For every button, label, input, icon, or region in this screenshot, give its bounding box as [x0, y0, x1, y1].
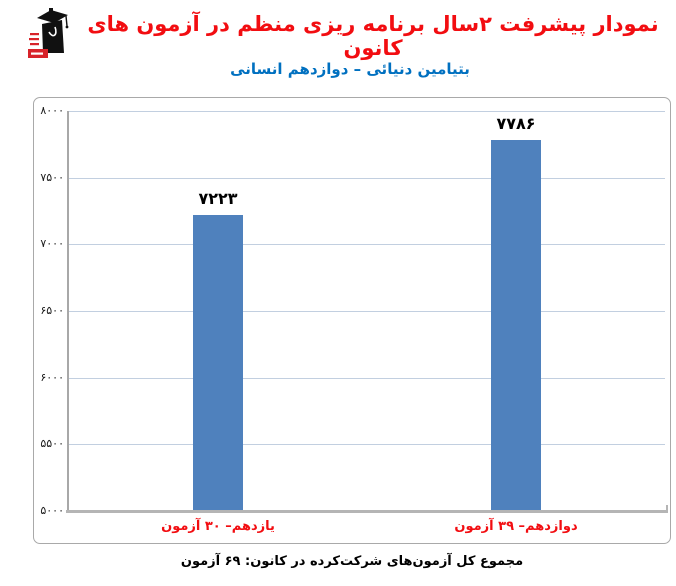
gridline-5500: [69, 444, 665, 446]
gridline-7500: [69, 177, 665, 179]
gridline-8000: [69, 111, 665, 112]
y-tick-label-5500: ۵۵۰۰: [40, 437, 64, 451]
logo-tassel: [65, 15, 68, 27]
chart-container: ۸۰۰۰ ۷۵۰۰ ۷۰۰۰ ۶۵۰۰ ۶۰۰۰ ۵۵۰۰ ۵۰۰۰ ۷۲۲۳ یازدهم– …: [33, 97, 671, 544]
y-tick-label-6000: ۶۰۰۰: [40, 370, 64, 384]
bar-value-label-0: ۷۲۲۳: [198, 188, 238, 208]
y-tick-label-5000: ۵۰۰۰: [40, 504, 64, 517]
logo-body: [42, 20, 64, 53]
logo-cap-top: [49, 8, 53, 12]
logo-tassel-end: [65, 25, 69, 29]
x-axis-line: [66, 510, 668, 513]
logo-banner-text: [31, 52, 43, 55]
gridline-7000: [69, 244, 665, 246]
gridline-6000: [69, 377, 665, 379]
category-label-1: دوازدهم– ۳۹ آزمون: [454, 519, 578, 534]
logo-text-line: [29, 38, 39, 41]
logo-cap: [37, 10, 68, 23]
logo-calligraphy: [48, 26, 57, 37]
logo-text-line: [30, 43, 39, 46]
plot-area: ۸۰۰۰ ۷۵۰۰ ۷۰۰۰ ۶۵۰۰ ۶۰۰۰ ۵۵۰۰ ۵۰۰۰ ۷۲۲۳ یازدهم– …: [40, 104, 665, 534]
logo-text-line: [30, 33, 39, 36]
y-tick-label-6500: ۶۵۰۰: [40, 304, 64, 317]
chart-title: نمودار پیشرفت ۲سال برنامه ریزی منظم در آ…: [87, 12, 659, 60]
y-tick-label-7500: ۷۵۰۰: [40, 170, 64, 184]
bar-1: [491, 139, 541, 511]
y-tick-label-7000: ۷۰۰۰: [40, 237, 64, 251]
y-tick-label-8000: ۸۰۰۰: [40, 104, 64, 117]
kanoon-logo: [28, 8, 69, 58]
category-label-0: یازدهم– ۳۰ آزمون: [161, 519, 275, 534]
gridline-6500: [69, 311, 665, 312]
bar-0: [193, 214, 243, 511]
bar-value-label-1: ۷۷۸۶: [496, 113, 536, 133]
y-axis-line: [67, 111, 69, 511]
axis-end-tick: [666, 505, 668, 511]
chart-subtitle: بتیامین دنیائی – دوازدهم انسانی: [230, 60, 470, 78]
total-exams-caption: مجموع کل آزمون‌های شرکت‌کرده در کانون: ۶…: [180, 554, 524, 569]
